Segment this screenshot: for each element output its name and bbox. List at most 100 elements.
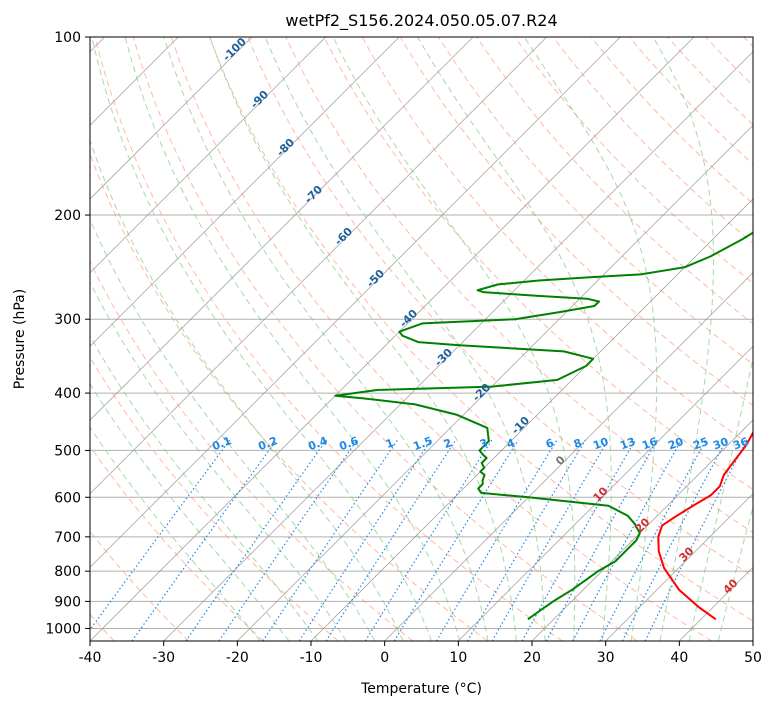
mixing-ratio-label: 8 bbox=[572, 436, 584, 451]
mixing-ratio-label: 16 bbox=[640, 435, 659, 453]
x-tick-label: 20 bbox=[523, 650, 541, 666]
mixing-ratio-line bbox=[521, 439, 636, 641]
isotherm-line bbox=[90, 37, 547, 495]
mixing-ratio-label: 25 bbox=[691, 435, 710, 452]
moist-adiabat-line bbox=[332, 37, 576, 641]
mixing-ratio-label: 13 bbox=[618, 435, 637, 452]
adiabat-label: -90 bbox=[248, 88, 271, 111]
dry-adiabat-line bbox=[323, 37, 753, 491]
moist-adiabat-line bbox=[91, 37, 432, 641]
isotherm-line bbox=[679, 566, 753, 641]
x-tick-label: -30 bbox=[152, 650, 175, 666]
series-layer bbox=[334, 231, 753, 621]
mixing-ratio-line bbox=[218, 439, 358, 641]
grid-layer bbox=[90, 37, 753, 641]
x-tick-label: -40 bbox=[79, 650, 102, 666]
adiabat-label: -100 bbox=[220, 35, 249, 64]
adiabat-label: 20 bbox=[633, 515, 653, 535]
moist-adiabat-line bbox=[652, 37, 714, 641]
mixing-ratio-line bbox=[393, 439, 519, 641]
mixing-ratio-label: 1.5 bbox=[411, 434, 434, 453]
dry-adiabat-line bbox=[94, 37, 563, 641]
moist-adiabat-line bbox=[90, 382, 290, 641]
y-tick-label: 900 bbox=[54, 594, 81, 610]
y-tick-label: 700 bbox=[54, 530, 81, 546]
isotherm-line bbox=[90, 37, 621, 568]
mixing-ratio-line bbox=[298, 439, 432, 641]
mixing-ratio-line bbox=[364, 439, 493, 641]
mixing-ratio-label: 1 bbox=[384, 436, 396, 451]
adiabat-label: -50 bbox=[364, 267, 387, 290]
mixing-ratio-line bbox=[599, 439, 707, 641]
isotherm-line bbox=[90, 37, 474, 421]
mixing-ratio-line bbox=[466, 439, 587, 641]
adiabat-label: 30 bbox=[677, 544, 697, 564]
mixing-ratio-line bbox=[90, 439, 231, 631]
isotherm-line bbox=[237, 124, 753, 641]
adiabat-label: 10 bbox=[591, 484, 611, 504]
dry-adiabat-line bbox=[476, 37, 753, 325]
x-tick-label: 10 bbox=[449, 650, 467, 666]
x-tick-label: 0 bbox=[380, 650, 389, 666]
mixing-ratio-label: 2 bbox=[442, 436, 454, 451]
plot-frame bbox=[89, 36, 754, 642]
moist-adiabat-line bbox=[90, 426, 261, 641]
moist-adiabat-line bbox=[717, 505, 753, 641]
dry-adiabat-line bbox=[132, 37, 638, 641]
dry-adiabat-line bbox=[209, 37, 753, 622]
dry-adiabat-line bbox=[705, 37, 753, 87]
dry-adiabat-line bbox=[90, 445, 264, 641]
isotherm-line bbox=[90, 37, 253, 200]
dry-adiabat-line bbox=[285, 37, 753, 534]
y-tick-label: 600 bbox=[54, 490, 81, 506]
y-tick-label: 800 bbox=[54, 564, 81, 580]
adiabat-label: -10 bbox=[509, 414, 532, 437]
y-tick-label: 1000 bbox=[45, 621, 81, 637]
moist-adiabat-line bbox=[264, 37, 546, 641]
moist-adiabat-line bbox=[90, 217, 376, 641]
isotherm-line bbox=[90, 37, 400, 347]
adiabat-label: -40 bbox=[397, 307, 420, 330]
adiabat-label: -20 bbox=[470, 381, 493, 404]
mixing-ratio-line bbox=[644, 439, 748, 641]
y-tick-label: 500 bbox=[54, 443, 81, 459]
moist-adiabat-line bbox=[688, 355, 753, 641]
moist-adiabat-line bbox=[90, 281, 347, 641]
mixing-ratio-label: 4 bbox=[505, 436, 517, 451]
x-tick-label: 50 bbox=[744, 650, 762, 666]
mixing-ratio-line bbox=[185, 439, 327, 641]
y-axis-title: Pressure (hPa) bbox=[12, 289, 28, 389]
isotherm-line bbox=[752, 640, 753, 641]
moist-adiabat-line bbox=[163, 37, 489, 641]
adiabat-label: 40 bbox=[721, 576, 741, 596]
adiabat-label: -70 bbox=[302, 183, 325, 206]
isotherm-line bbox=[163, 51, 753, 641]
mixing-ratio-label: 36 bbox=[731, 435, 750, 453]
moist-adiabat-line bbox=[523, 37, 658, 641]
mixing-ratio-line bbox=[491, 439, 609, 641]
moist-adiabat-line bbox=[209, 37, 517, 641]
y-tick-label: 400 bbox=[54, 386, 81, 402]
mixing-ratio-label: 6 bbox=[544, 436, 556, 451]
dry-adiabat-line bbox=[514, 37, 753, 284]
isotherm-line bbox=[310, 198, 753, 641]
mixing-ratio-label: 0.1 bbox=[210, 434, 233, 453]
mixing-ratio-line bbox=[131, 439, 278, 641]
isotherm-line bbox=[384, 272, 753, 641]
x-tick-label: 30 bbox=[597, 650, 615, 666]
mixing-ratio-label: 20 bbox=[666, 435, 685, 453]
isotherm-line bbox=[90, 37, 695, 641]
temperature-line bbox=[657, 430, 753, 621]
mixing-ratio-label: 10 bbox=[591, 435, 610, 453]
dewpoint-line bbox=[334, 231, 753, 621]
dry-adiabat-line bbox=[247, 37, 753, 577]
moist-adiabat-line bbox=[417, 37, 612, 641]
x-tick-label: -10 bbox=[300, 650, 323, 666]
x-tick-label: -20 bbox=[226, 650, 249, 666]
y-tick-label: 200 bbox=[54, 208, 81, 224]
y-tick-label: 100 bbox=[54, 30, 81, 46]
adiabat-label: -60 bbox=[332, 225, 355, 248]
adiabat-label: -80 bbox=[274, 136, 297, 159]
isotherm-line bbox=[90, 37, 326, 274]
